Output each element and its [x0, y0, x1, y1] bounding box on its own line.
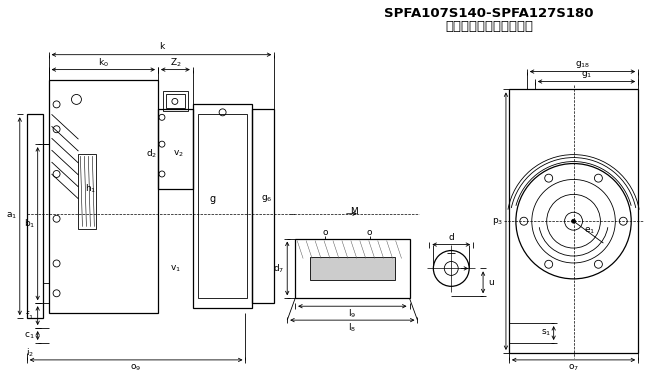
- Bar: [43, 144, 49, 283]
- Text: o: o: [367, 228, 372, 237]
- Text: o$_7$: o$_7$: [568, 363, 579, 373]
- Text: l$_8$: l$_8$: [348, 322, 356, 334]
- Bar: [79, 154, 96, 229]
- Text: h$_1$: h$_1$: [84, 183, 96, 195]
- Text: M: M: [350, 207, 358, 216]
- Text: b$_1$: b$_1$: [24, 217, 35, 230]
- Text: k$_0$: k$_0$: [98, 56, 109, 69]
- Text: s$_1$: s$_1$: [541, 328, 551, 338]
- Text: c$_1$: c$_1$: [25, 330, 35, 341]
- Bar: [27, 114, 43, 318]
- Text: p$_3$: p$_3$: [492, 216, 504, 227]
- Bar: [49, 80, 158, 313]
- Text: Z$_2$: Z$_2$: [170, 56, 181, 69]
- Text: i$_2$: i$_2$: [26, 347, 34, 359]
- Text: 法兰式组合型空心轴输出: 法兰式组合型空心轴输出: [445, 20, 533, 33]
- Text: f$_1$: f$_1$: [25, 309, 34, 322]
- Bar: [193, 104, 252, 308]
- Text: g: g: [209, 194, 216, 204]
- Bar: [158, 109, 193, 189]
- Text: d$_7$: d$_7$: [272, 262, 284, 275]
- Text: g$_{18}$: g$_{18}$: [575, 59, 590, 70]
- Bar: [163, 92, 188, 111]
- Circle shape: [571, 219, 575, 223]
- Bar: [166, 95, 185, 108]
- Text: k: k: [159, 42, 164, 51]
- Bar: [295, 239, 410, 298]
- Text: o$_9$: o$_9$: [131, 363, 142, 373]
- Text: g$_6$: g$_6$: [261, 193, 272, 204]
- Text: l$_9$: l$_9$: [348, 308, 356, 321]
- Text: u: u: [488, 278, 494, 287]
- Bar: [310, 257, 395, 280]
- Text: o: o: [322, 228, 328, 237]
- Bar: [509, 89, 638, 353]
- Bar: [198, 114, 248, 298]
- Text: SPFA107S140-SPFA127S180: SPFA107S140-SPFA127S180: [384, 7, 594, 21]
- Text: v$_1$: v$_1$: [170, 263, 181, 274]
- Text: v$_2$: v$_2$: [173, 149, 184, 159]
- Text: g$_1$: g$_1$: [581, 69, 592, 80]
- Text: e$_1$: e$_1$: [584, 226, 595, 236]
- Text: d: d: [448, 233, 454, 242]
- Text: d$_2$: d$_2$: [146, 148, 157, 160]
- Bar: [252, 109, 274, 303]
- Text: a$_1$: a$_1$: [6, 211, 18, 221]
